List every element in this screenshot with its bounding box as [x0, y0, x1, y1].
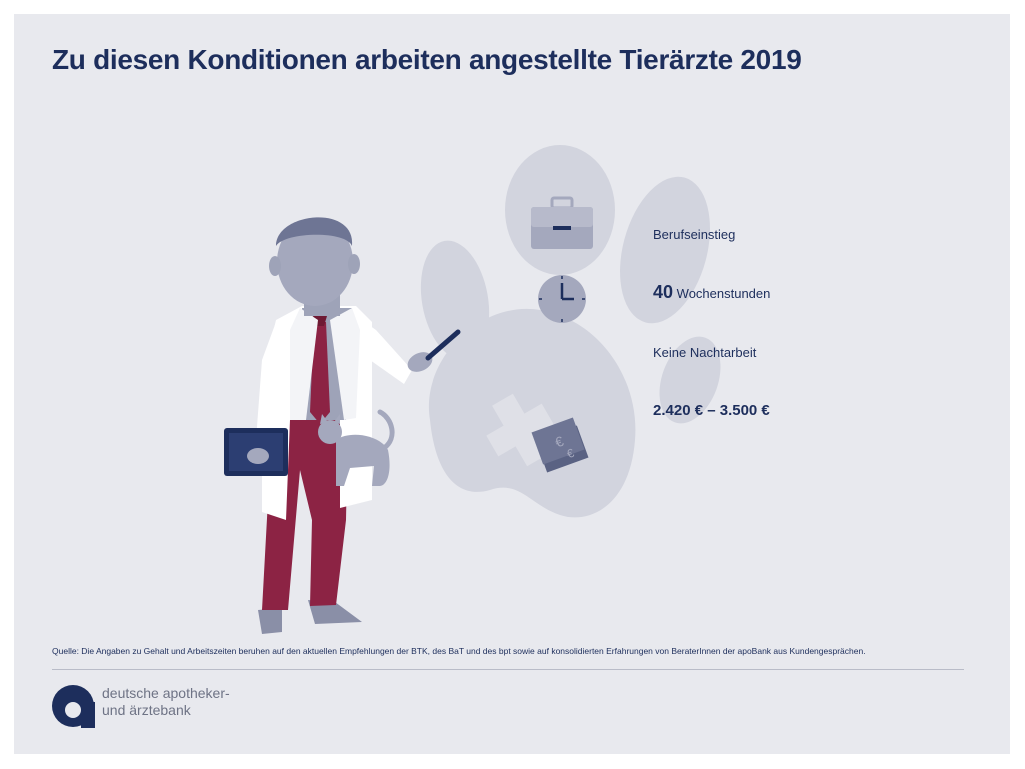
hours-number: 40 — [653, 282, 674, 302]
apobank-logo-mark — [52, 685, 95, 728]
money-icon: € € — [531, 417, 589, 473]
page-title: Zu diesen Konditionen arbeiten angestell… — [52, 44, 802, 75]
entry-label: Berufseinstieg — [653, 227, 736, 242]
logo-wordmark: deutsche apotheker- und ärztebank — [102, 685, 230, 719]
svg-text:€: € — [565, 446, 576, 462]
hours-row: 40 Wochenstunden — [653, 282, 770, 303]
clock-icon — [538, 275, 586, 323]
hours-label: Wochenstunden — [676, 286, 771, 301]
cross-shape — [486, 393, 554, 467]
divider — [52, 669, 964, 670]
cat-figure — [318, 409, 395, 486]
logo-line-2: und ärztebank — [102, 702, 191, 718]
briefcase-icon — [531, 196, 593, 249]
logo-line-1: deutsche apotheker- — [102, 685, 230, 701]
salary-label: 2.420 € – 3.500 € — [653, 402, 770, 419]
night-label: Keine Nachtarbeit — [653, 345, 757, 360]
source-note: Quelle: Die Angaben zu Gehalt und Arbeit… — [52, 646, 866, 656]
